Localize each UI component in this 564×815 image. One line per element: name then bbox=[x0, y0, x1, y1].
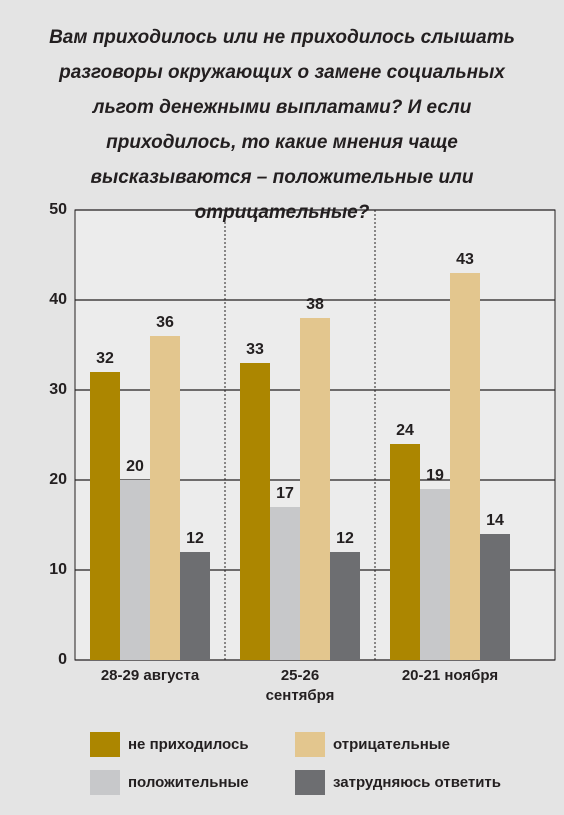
y-tick-label: 10 bbox=[49, 561, 67, 578]
legend-swatch bbox=[295, 732, 325, 757]
bar bbox=[150, 336, 180, 660]
y-tick-label: 50 bbox=[49, 201, 67, 218]
bar bbox=[180, 552, 210, 660]
legend-label: затрудняюсь ответить bbox=[333, 774, 501, 791]
legend-label: отрицательные bbox=[333, 736, 450, 753]
bar bbox=[90, 372, 120, 660]
value-label: 38 bbox=[306, 296, 324, 313]
value-label: 32 bbox=[96, 350, 114, 367]
bar bbox=[120, 480, 150, 660]
value-label: 33 bbox=[246, 341, 264, 358]
bar bbox=[450, 273, 480, 660]
y-tick-label: 30 bbox=[49, 381, 67, 398]
bar bbox=[480, 534, 510, 660]
legend-label: не приходилось bbox=[128, 736, 249, 753]
value-label: 12 bbox=[336, 530, 354, 547]
legend-swatch bbox=[90, 770, 120, 795]
value-label: 24 bbox=[396, 422, 414, 439]
y-tick-label: 0 bbox=[58, 651, 67, 668]
bar bbox=[270, 507, 300, 660]
value-label: 19 bbox=[426, 467, 444, 484]
value-label: 20 bbox=[126, 458, 144, 475]
value-label: 36 bbox=[156, 314, 174, 331]
legend-swatch bbox=[295, 770, 325, 795]
x-tick-label: 25-26 сентября bbox=[265, 667, 335, 704]
y-tick-label: 20 bbox=[49, 471, 67, 488]
value-label: 17 bbox=[276, 485, 294, 502]
y-tick-label: 40 bbox=[49, 291, 67, 308]
legend-swatch bbox=[90, 732, 120, 757]
chart-title: Вам приходилось или не приходилось слыша… bbox=[49, 27, 515, 223]
value-label: 14 bbox=[486, 512, 504, 529]
value-label: 12 bbox=[186, 530, 204, 547]
x-tick-label: 20-21 ноября bbox=[401, 667, 499, 684]
bar bbox=[420, 489, 450, 660]
x-tick-label: 28-29 августа bbox=[100, 667, 200, 684]
bar bbox=[300, 318, 330, 660]
bar bbox=[330, 552, 360, 660]
value-label: 43 bbox=[456, 251, 474, 268]
legend-label: положительные bbox=[128, 774, 249, 791]
bar bbox=[390, 444, 420, 660]
bar bbox=[240, 363, 270, 660]
